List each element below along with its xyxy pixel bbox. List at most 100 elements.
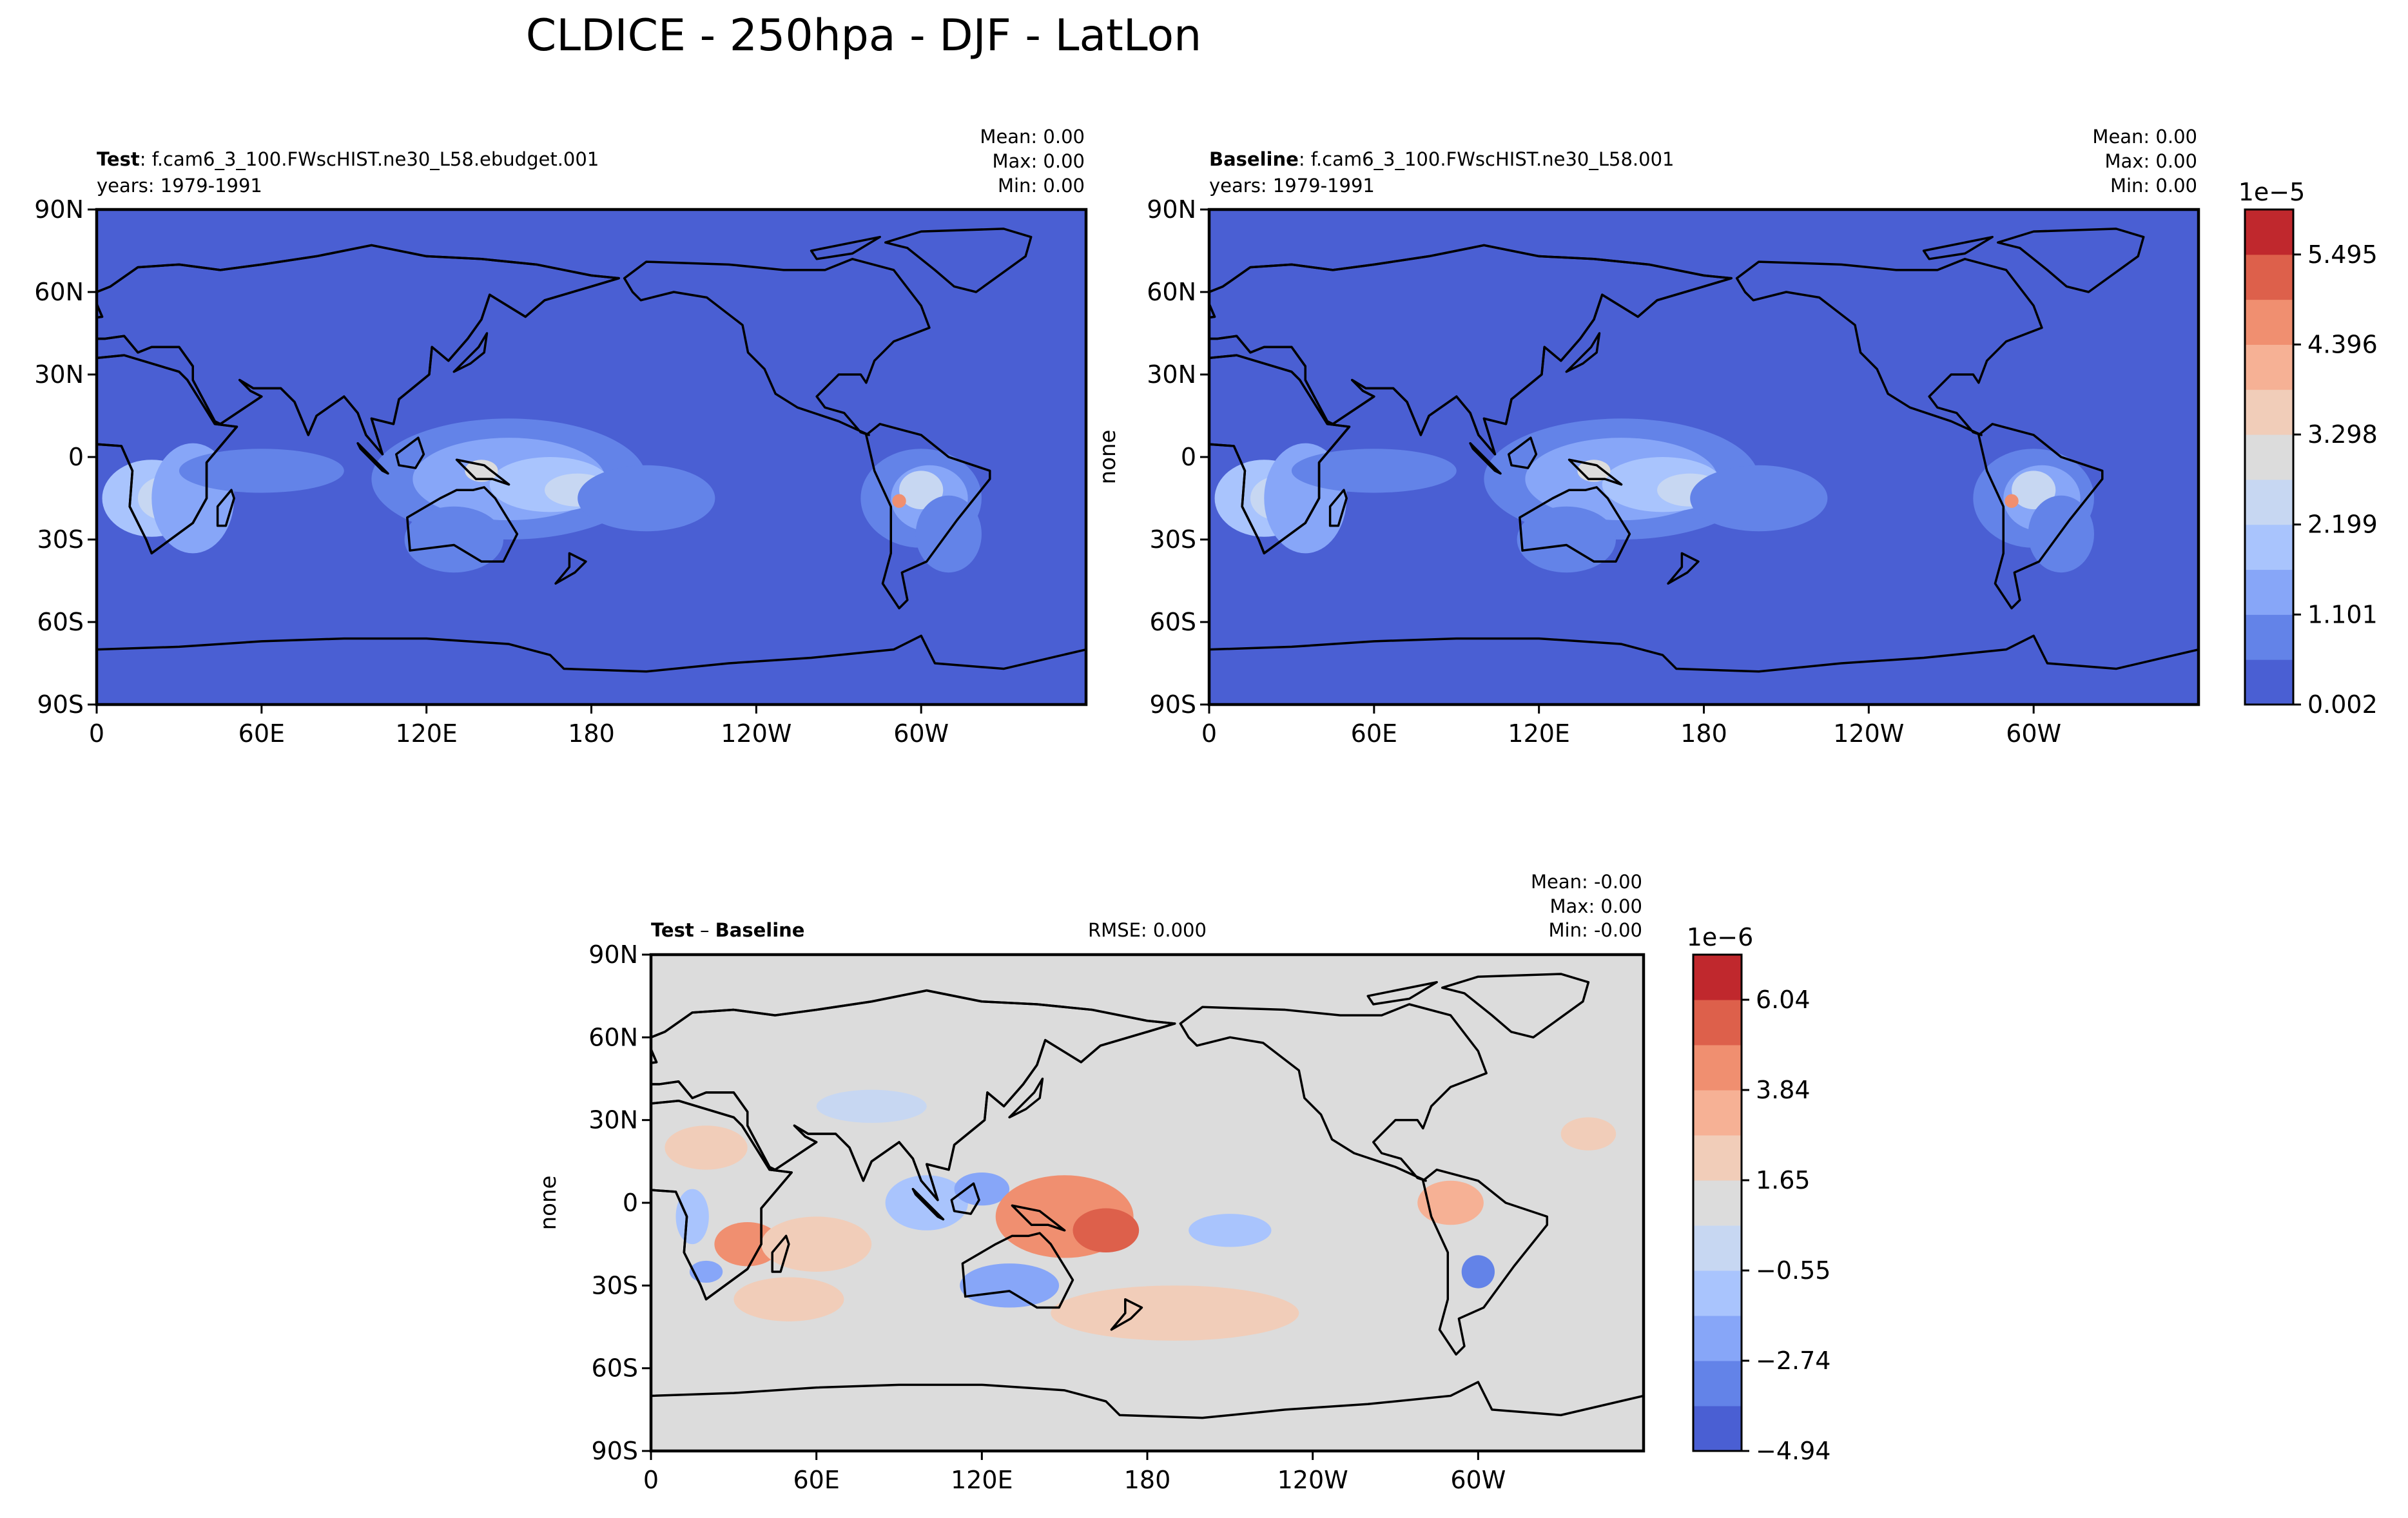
diff-map-area bbox=[0, 955, 2126, 1451]
diff-colorbar-tick-label: −0.55 bbox=[1756, 1256, 1830, 1285]
test-field-blob-9 bbox=[578, 465, 715, 532]
diff-coastline-eurasia bbox=[651, 989, 1176, 1202]
test-coastline-africa bbox=[97, 354, 238, 555]
baseline-ytick-label: 30S bbox=[1150, 525, 1196, 554]
diff-colorbar-segment bbox=[1693, 1135, 1742, 1181]
diff-field-blob-13 bbox=[469, 1255, 502, 1288]
main-colorbar-tick-label: 2.199 bbox=[2307, 511, 2378, 539]
diff-coastline-arctic-islands bbox=[1366, 981, 1438, 1006]
baseline-ytick-label: 60N bbox=[1147, 278, 1196, 306]
diff-coastline-north-america bbox=[188, 1004, 494, 1181]
diff-rmse: RMSE: 0.000 bbox=[1088, 919, 1207, 941]
test-ytick-label: 30N bbox=[34, 360, 84, 389]
test-field-blob-13 bbox=[899, 471, 944, 510]
main-colorbar-segment bbox=[2245, 614, 2293, 660]
diff-label-bold2: Baseline bbox=[715, 919, 805, 941]
diff-field-blob-15 bbox=[1809, 1090, 1919, 1123]
diff-xtick-label: 60E bbox=[793, 1466, 839, 1494]
diff-coastline-south-america bbox=[1422, 1168, 1549, 1356]
baseline-ytick-label: 90S bbox=[1150, 690, 1196, 719]
test-xtick-label: 60E bbox=[238, 719, 285, 748]
main-colorbar-tick-label: 3.298 bbox=[2307, 420, 2378, 449]
baseline-xtick-label: 0 bbox=[1201, 719, 1217, 748]
diff-colorbar-segment bbox=[1693, 1090, 1742, 1136]
baseline-coastline-borneo bbox=[1508, 436, 1538, 469]
diff-field-blob-11 bbox=[196, 1214, 278, 1247]
baseline-map-area bbox=[1209, 209, 2408, 705]
diff-field-blob-10 bbox=[58, 1285, 306, 1341]
diff-field-blob-16 bbox=[1560, 1117, 1617, 1151]
baseline-field-blob-14 bbox=[2005, 494, 2019, 508]
diff-xtick-label: 180 bbox=[1124, 1466, 1171, 1494]
diff-field-blob-9 bbox=[1952, 1263, 2052, 1307]
baseline-max: Max: 0.00 bbox=[2104, 150, 2197, 172]
diff-ytick-label: 60S bbox=[592, 1354, 638, 1383]
diff-xtick-label: 0 bbox=[643, 1466, 659, 1494]
diff-colorbar-tick-label: −4.94 bbox=[1756, 1437, 1830, 1465]
baseline-coastline-japan bbox=[1565, 332, 1601, 373]
diff-ytick-label: 60N bbox=[588, 1023, 638, 1051]
diff-field-blob-7 bbox=[3, 1175, 141, 1258]
diff-coastline-north-america bbox=[1179, 1003, 1488, 1182]
diff-xtick-label: 60W bbox=[1450, 1466, 1506, 1494]
baseline-ytick-label: 90N bbox=[1147, 195, 1196, 224]
diff-field-blob-6 bbox=[954, 1172, 1010, 1206]
baseline-xtick-label: 120W bbox=[1833, 719, 1904, 748]
diff-label: Test – Baseline bbox=[651, 919, 804, 941]
diff-field-blob-6 bbox=[1947, 1173, 2003, 1205]
diff-field-blob-11 bbox=[1189, 1214, 1272, 1247]
diff-colorbar-segment bbox=[1693, 1361, 1742, 1406]
diff-field-blob-7 bbox=[1988, 1175, 2126, 1258]
diff-colorbar-tick-label: −2.74 bbox=[1756, 1347, 1830, 1375]
diff-ytick-label: 30N bbox=[588, 1106, 638, 1134]
main-colorbar-tick-label: 0.002 bbox=[2307, 690, 2378, 719]
test-map-area bbox=[97, 209, 1086, 705]
baseline-label: Baseline: f.cam6_3_100.FWscHIST.ne30_L58… bbox=[1209, 148, 1674, 170]
test-coastline-new-guinea bbox=[455, 458, 510, 486]
diff-field-blob-5 bbox=[1878, 1175, 1961, 1231]
test-xtick-label: 120E bbox=[395, 719, 458, 748]
baseline-field-blob-13 bbox=[2012, 471, 2056, 510]
baseline-coastline-arctic-islands bbox=[1922, 235, 1994, 260]
baseline-min: Min: 0.00 bbox=[2110, 175, 2197, 197]
test-field-blob-14 bbox=[892, 494, 906, 508]
diff-coastline-australia bbox=[0, 1233, 81, 1308]
test-ytick-label: 90S bbox=[37, 690, 84, 719]
diff-field-blob-13 bbox=[1461, 1255, 1495, 1289]
baseline-field-blob-3 bbox=[1291, 449, 1457, 493]
baseline-field-blob-3 bbox=[2281, 449, 2408, 492]
baseline-mean: Mean: 0.00 bbox=[2092, 126, 2197, 148]
main-colorbar-exponent: 1e−5 bbox=[2238, 178, 2306, 206]
diff-coastline-borneo bbox=[950, 1182, 980, 1215]
diff-colorbar-tick-label: 3.84 bbox=[1756, 1076, 1811, 1104]
main-colorbar-tick-label: 4.396 bbox=[2307, 330, 2378, 358]
diff-map-background bbox=[651, 955, 1644, 1451]
test-ytick-label: 0 bbox=[68, 443, 84, 471]
diff-field-blob-2 bbox=[761, 1216, 872, 1272]
diff-coastline-arctic-islands bbox=[375, 982, 444, 1004]
diff-colorbar-frame bbox=[1692, 953, 1743, 1452]
diff-coastline-antarctica bbox=[651, 1396, 652, 1397]
diff-coastline-antarctica bbox=[651, 1381, 1644, 1419]
baseline-years: years: 1979-1991 bbox=[1209, 175, 1375, 197]
diff-field-blob-8 bbox=[1073, 1208, 1140, 1253]
main-colorbar-tick-label: 5.495 bbox=[2307, 240, 2378, 269]
diff-colorbar-exponent: 1e−6 bbox=[1687, 923, 1754, 951]
diff-field-blob-12 bbox=[1417, 1180, 1484, 1225]
diff-colorbar-tick-label: 6.04 bbox=[1756, 986, 1811, 1014]
diff-mean: Mean: -0.00 bbox=[1531, 871, 1642, 893]
baseline-coastline-south-america bbox=[1977, 423, 2104, 610]
test-coastline-greenland bbox=[884, 228, 1033, 293]
test-coastline-australia bbox=[406, 486, 519, 563]
diff-coastline-madagascar bbox=[771, 1234, 790, 1273]
diff-colorbar: 1e−6 −4.94 −2.74 −0.55 1.65 3.84 6.04 bbox=[1687, 923, 1831, 1465]
diff-colorbar-tick-label: 1.65 bbox=[1756, 1166, 1811, 1194]
main-colorbar-segment bbox=[2245, 254, 2293, 300]
test-ytick-label: 60N bbox=[34, 278, 84, 306]
diff-field-blob-15 bbox=[816, 1089, 927, 1123]
baseline-coastline-greenland bbox=[1996, 228, 2145, 293]
diff-xtick-label: 120E bbox=[951, 1466, 1013, 1494]
diff-coastline-new-guinea bbox=[1011, 1204, 1066, 1232]
